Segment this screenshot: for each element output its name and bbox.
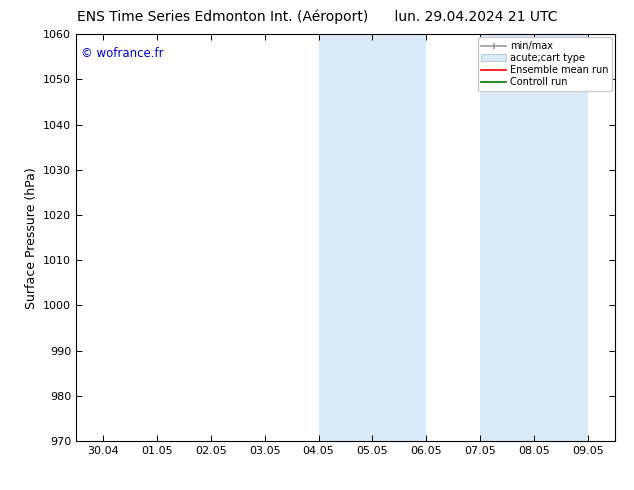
Bar [319, 34, 346, 441]
Text: © wofrance.fr: © wofrance.fr [81, 47, 164, 59]
Bar [507, 34, 534, 441]
Y-axis label: Surface Pressure (hPa): Surface Pressure (hPa) [25, 167, 37, 309]
Bar [481, 34, 507, 441]
Bar [399, 34, 426, 441]
Bar [534, 34, 561, 441]
Legend: min/max, acute;cart type, Ensemble mean run, Controll run: min/max, acute;cart type, Ensemble mean … [477, 37, 612, 91]
Bar [373, 34, 399, 441]
Text: ENS Time Series Edmonton Int. (Aéroport)      lun. 29.04.2024 21 UTC: ENS Time Series Edmonton Int. (Aéroport)… [77, 10, 557, 24]
Bar [346, 34, 372, 441]
Bar [561, 34, 588, 441]
